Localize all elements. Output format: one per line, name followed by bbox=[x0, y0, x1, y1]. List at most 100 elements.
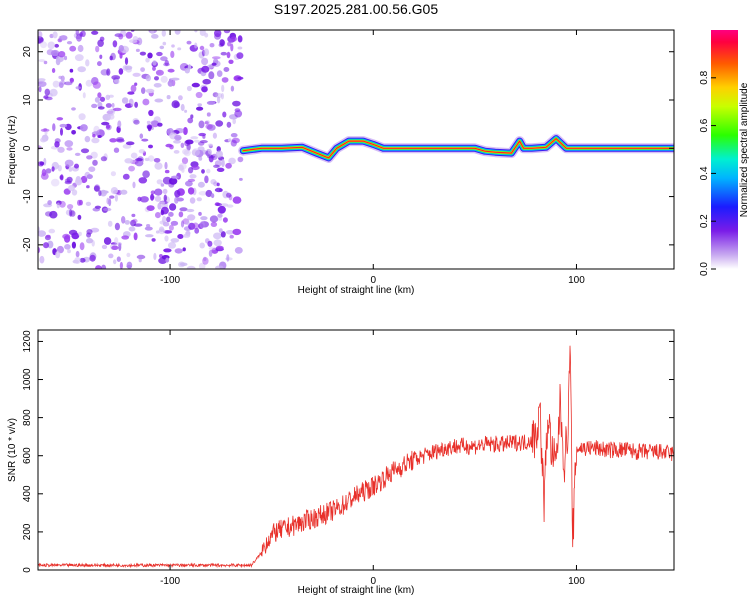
noise-blob bbox=[167, 80, 174, 87]
noise-blob bbox=[185, 180, 193, 187]
noise-blob bbox=[159, 226, 165, 232]
noise-blob bbox=[208, 249, 213, 257]
noise-blob bbox=[239, 177, 243, 181]
snr-y-tick-label: 1000 bbox=[22, 368, 33, 391]
noise-blob bbox=[128, 226, 136, 232]
noise-blob bbox=[107, 220, 113, 227]
noise-blob bbox=[230, 85, 235, 92]
snr-x-label: Height of straight line (km) bbox=[298, 585, 415, 596]
noise-blob bbox=[201, 169, 205, 174]
noise-blob bbox=[80, 124, 88, 132]
noise-blob bbox=[232, 100, 241, 107]
noise-blob bbox=[64, 178, 71, 183]
noise-blob bbox=[204, 175, 209, 184]
noise-blob bbox=[97, 92, 102, 99]
noise-blob bbox=[198, 120, 205, 129]
noise-blob bbox=[117, 242, 122, 247]
noise-blob bbox=[216, 167, 225, 172]
noise-blob bbox=[201, 65, 210, 73]
noise-blob bbox=[132, 72, 141, 77]
noise-blob bbox=[227, 138, 232, 142]
noise-blob bbox=[141, 138, 149, 142]
noise-blob bbox=[51, 68, 56, 73]
noise-blob bbox=[133, 119, 140, 125]
noise-blob bbox=[93, 185, 100, 192]
spectrogram-y-tick-label: 0 bbox=[22, 145, 33, 151]
snr-y-tick-label: 1200 bbox=[22, 330, 33, 353]
noise-blob bbox=[86, 238, 93, 244]
spectrogram-x-ticks: -100 0 100 bbox=[160, 30, 585, 286]
noise-blob bbox=[55, 58, 61, 66]
noise-blob bbox=[62, 233, 71, 240]
noise-blob bbox=[121, 97, 129, 104]
noise-blob bbox=[80, 148, 90, 154]
noise-blob bbox=[187, 187, 195, 195]
noise-blob bbox=[230, 133, 238, 138]
noise-blob bbox=[112, 40, 118, 48]
noise-blob bbox=[71, 189, 78, 196]
noise-blob bbox=[226, 254, 230, 262]
noise-blob bbox=[189, 197, 196, 204]
noise-blob bbox=[126, 252, 131, 258]
noise-blob bbox=[237, 156, 244, 163]
noise-blob bbox=[203, 256, 207, 262]
noise-blob bbox=[66, 176, 73, 183]
noise-blob bbox=[38, 78, 46, 82]
noise-blob bbox=[38, 81, 47, 87]
noise-blob bbox=[230, 43, 234, 52]
noise-blob bbox=[147, 155, 155, 162]
noise-blob bbox=[165, 143, 173, 148]
noise-blob bbox=[230, 36, 237, 42]
noise-blob bbox=[125, 31, 133, 39]
noise-blob bbox=[134, 101, 139, 108]
noise-blob bbox=[164, 161, 168, 170]
noise-blob bbox=[77, 66, 86, 73]
noise-blob bbox=[150, 190, 156, 195]
noise-blob bbox=[170, 238, 180, 243]
noise-blob bbox=[119, 52, 123, 59]
noise-blob bbox=[221, 159, 225, 168]
noise-blob bbox=[80, 175, 88, 184]
noise-blob bbox=[55, 251, 61, 259]
noise-blob bbox=[86, 185, 90, 189]
noise-blob bbox=[156, 51, 163, 57]
noise-blob bbox=[215, 265, 224, 269]
noise-blob bbox=[205, 123, 213, 130]
noise-blob bbox=[124, 57, 129, 65]
noise-blob bbox=[179, 207, 188, 212]
noise-blob bbox=[79, 242, 85, 251]
noise-blob bbox=[187, 178, 196, 182]
noise-blob bbox=[94, 97, 100, 103]
noise-blob bbox=[71, 130, 76, 135]
noise-blob bbox=[220, 203, 229, 207]
noise-blob bbox=[64, 159, 74, 167]
snr-y-tick-label: 800 bbox=[22, 409, 33, 426]
snr-y-label: SNR (10 * v/v) bbox=[7, 418, 18, 482]
noise-blob bbox=[125, 141, 135, 146]
noise-blob bbox=[38, 31, 43, 39]
colorbar-label: Normalized spectral amplitude bbox=[739, 82, 750, 217]
noise-blob bbox=[199, 242, 205, 249]
noise-blob bbox=[146, 120, 151, 125]
noise-blob bbox=[141, 87, 146, 94]
snr-panel: -100 0 100 0 200 400 600 800 1000 1200 Height of… bbox=[7, 329, 675, 596]
noise-blob bbox=[100, 156, 107, 162]
noise-blob bbox=[166, 95, 171, 100]
noise-blob bbox=[202, 257, 209, 265]
noise-blob bbox=[90, 151, 98, 159]
noise-blob bbox=[114, 237, 119, 245]
noise-blob bbox=[38, 230, 46, 237]
noise-blob bbox=[210, 221, 218, 227]
noise-blob bbox=[154, 195, 162, 202]
noise-blob bbox=[84, 171, 91, 179]
noise-blob bbox=[159, 45, 165, 50]
noise-blob bbox=[199, 45, 205, 51]
noise-blob bbox=[162, 215, 167, 224]
noise-blob bbox=[187, 117, 194, 124]
noise-blob bbox=[215, 202, 222, 207]
noise-blob bbox=[69, 78, 74, 82]
noise-blob bbox=[71, 232, 80, 240]
noise-blob bbox=[58, 51, 66, 58]
noise-blob bbox=[106, 197, 110, 205]
noise-blob bbox=[195, 91, 203, 99]
